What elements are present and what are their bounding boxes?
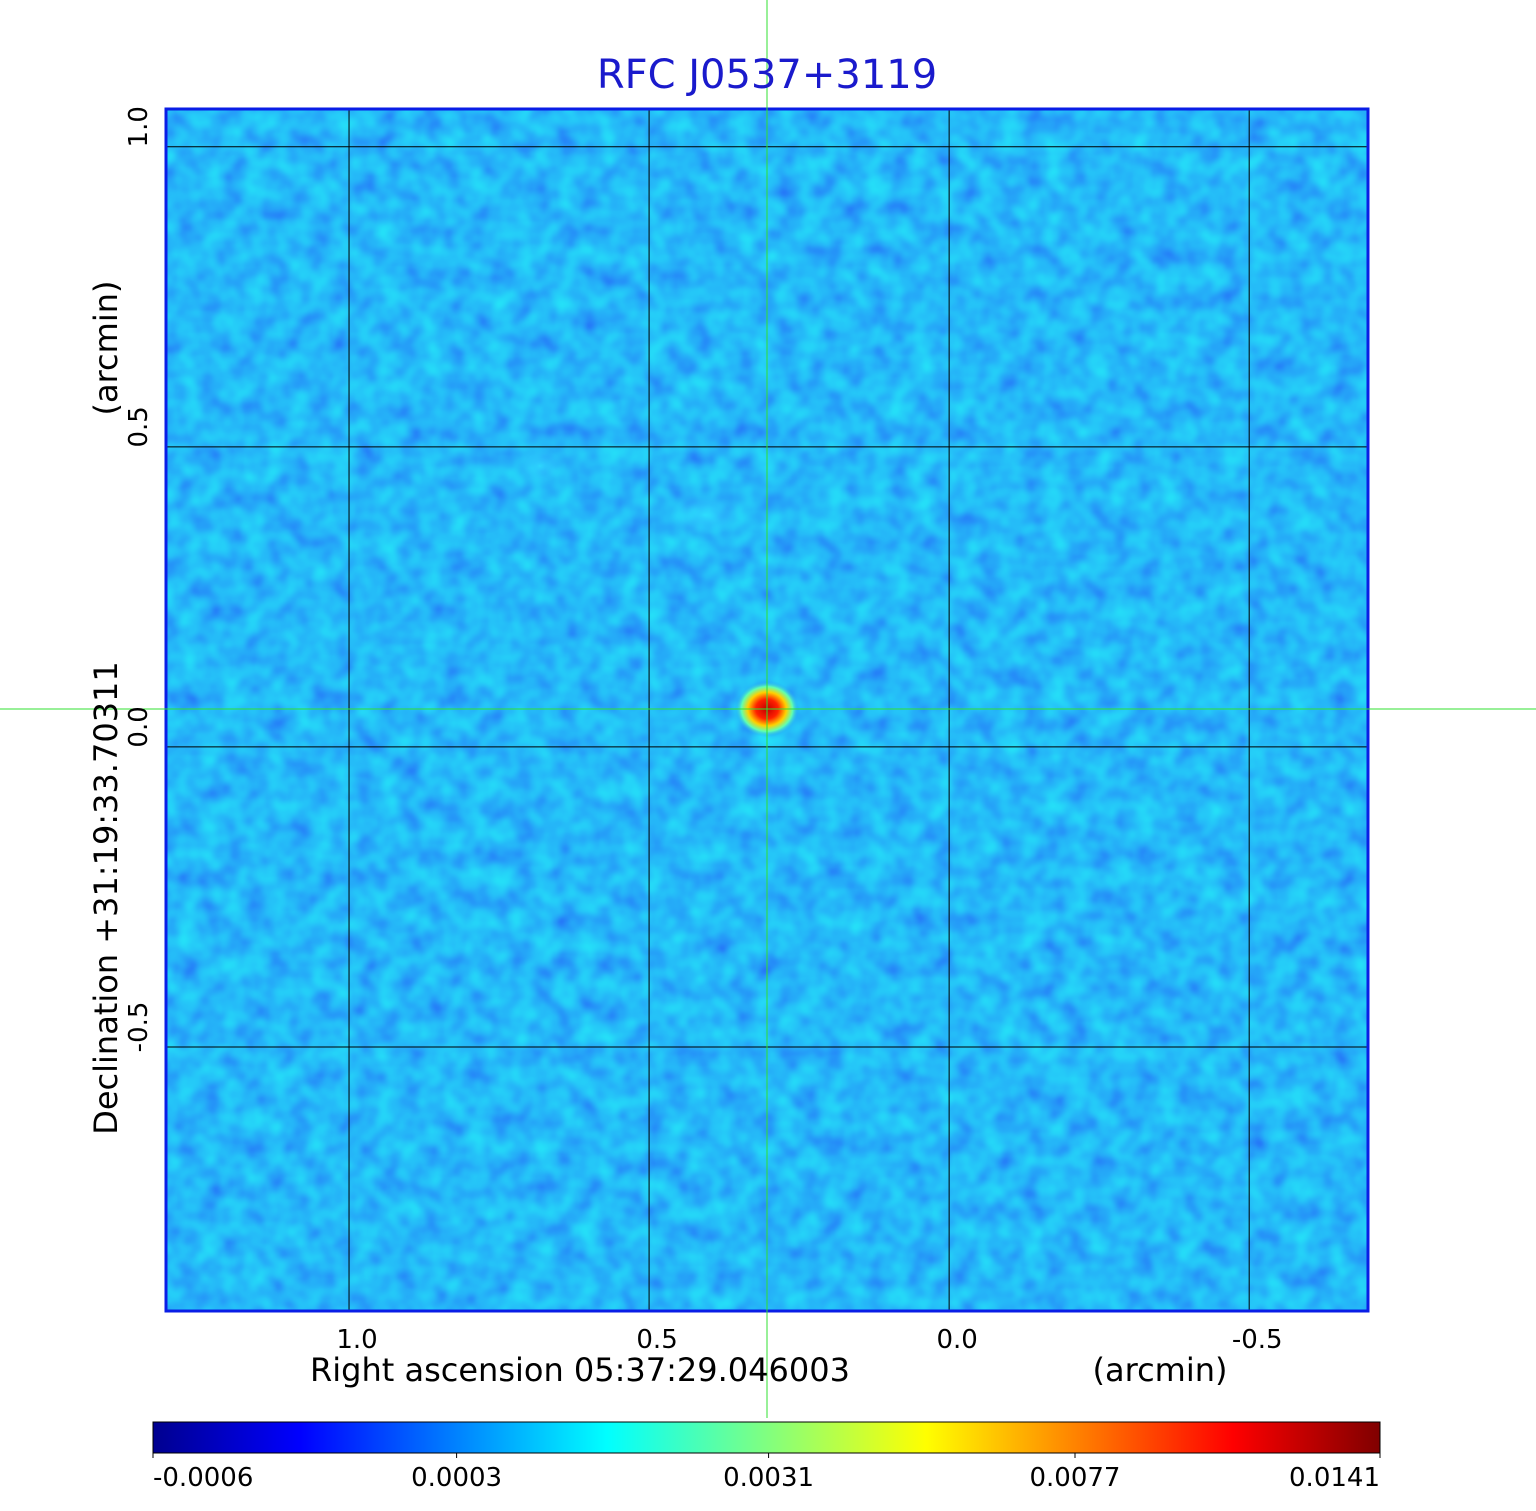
y-axis-unit: (arcmin) bbox=[87, 281, 125, 416]
colorbar-tick-label: 0.0141 bbox=[1289, 1463, 1380, 1493]
x-tick-label: 0.0 bbox=[936, 1325, 977, 1355]
colorbar-tick-label: 0.0077 bbox=[1029, 1463, 1120, 1493]
y-tick-label: -0.5 bbox=[124, 1002, 154, 1053]
y-axis-label: Declination +31:19:33.70311 bbox=[87, 661, 125, 1135]
y-tick-label: 1.0 bbox=[124, 106, 154, 147]
colorbar-tick-label: -0.0006 bbox=[153, 1463, 253, 1493]
x-tick-label: 0.5 bbox=[636, 1325, 677, 1355]
y-tick-label: 0.0 bbox=[124, 706, 154, 747]
colorbar-tick-label: 0.0003 bbox=[411, 1463, 502, 1493]
colorbar-tick-label: 0.0031 bbox=[723, 1463, 814, 1493]
x-tick-label: 1.0 bbox=[336, 1325, 377, 1355]
x-axis-unit: (arcmin) bbox=[1093, 1351, 1228, 1389]
y-tick-label: 0.5 bbox=[124, 406, 154, 447]
colorbar bbox=[152, 1421, 1381, 1454]
x-axis-label: Right ascension 05:37:29.046003 bbox=[310, 1351, 850, 1389]
x-tick-label: -0.5 bbox=[1232, 1325, 1283, 1355]
chart-title: RFC J0537+3119 bbox=[597, 52, 937, 98]
